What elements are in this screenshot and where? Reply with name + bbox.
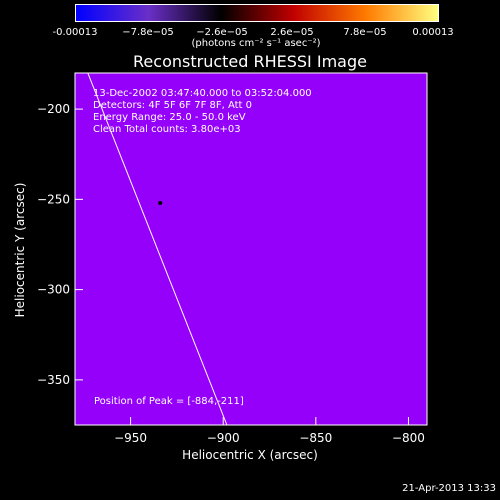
colorbar-label: −7.8e−05 <box>122 27 174 38</box>
y-tick-label: −300 <box>37 283 70 297</box>
colorbar-label: 0.00013 <box>412 27 454 38</box>
peak-position-label: Position of Peak = [-884,-211] <box>94 396 244 407</box>
colorbar <box>75 4 439 22</box>
x-tick-label: −800 <box>392 431 425 445</box>
info-clean-counts: Clean Total counts: 3.80e+03 <box>93 124 241 135</box>
plot-frame <box>74 72 428 426</box>
y-tick-label: −250 <box>37 192 70 206</box>
x-tick-label: −850 <box>299 431 332 445</box>
x-axis-label: Heliocentric X (arcsec) <box>182 448 318 462</box>
y-tick-label: −200 <box>37 102 70 116</box>
x-tick-label: −900 <box>207 431 240 445</box>
info-detectors: Detectors: 4F 5F 6F 7F 8F, Att 0 <box>93 100 253 111</box>
info-energy-range: Energy Range: 25.0 - 50.0 keV <box>93 112 246 123</box>
colorbar-label: 7.8e−05 <box>343 27 387 38</box>
colorbar-label: 2.6e−05 <box>270 27 314 38</box>
solar-limb-line <box>87 73 228 425</box>
x-tick-label: −950 <box>114 431 147 445</box>
heatmap-image <box>75 73 427 425</box>
timestamp: 21-Apr-2013 13:33 <box>402 483 496 494</box>
colorbar-unit: (photons cm⁻² s⁻¹ asec⁻²) <box>191 38 321 49</box>
colorbar-label: −2.6e−05 <box>196 27 248 38</box>
y-axis-label: Heliocentric Y (arcsec) <box>13 182 27 318</box>
peak-marker <box>158 200 163 205</box>
chart-title: Reconstructed RHESSI Image <box>133 52 367 71</box>
y-tick-label: −350 <box>37 373 70 387</box>
colorbar-label: -0.00013 <box>52 27 98 38</box>
info-time-range: 13-Dec-2002 03:47:40.000 to 03:52:04.000 <box>93 88 312 99</box>
